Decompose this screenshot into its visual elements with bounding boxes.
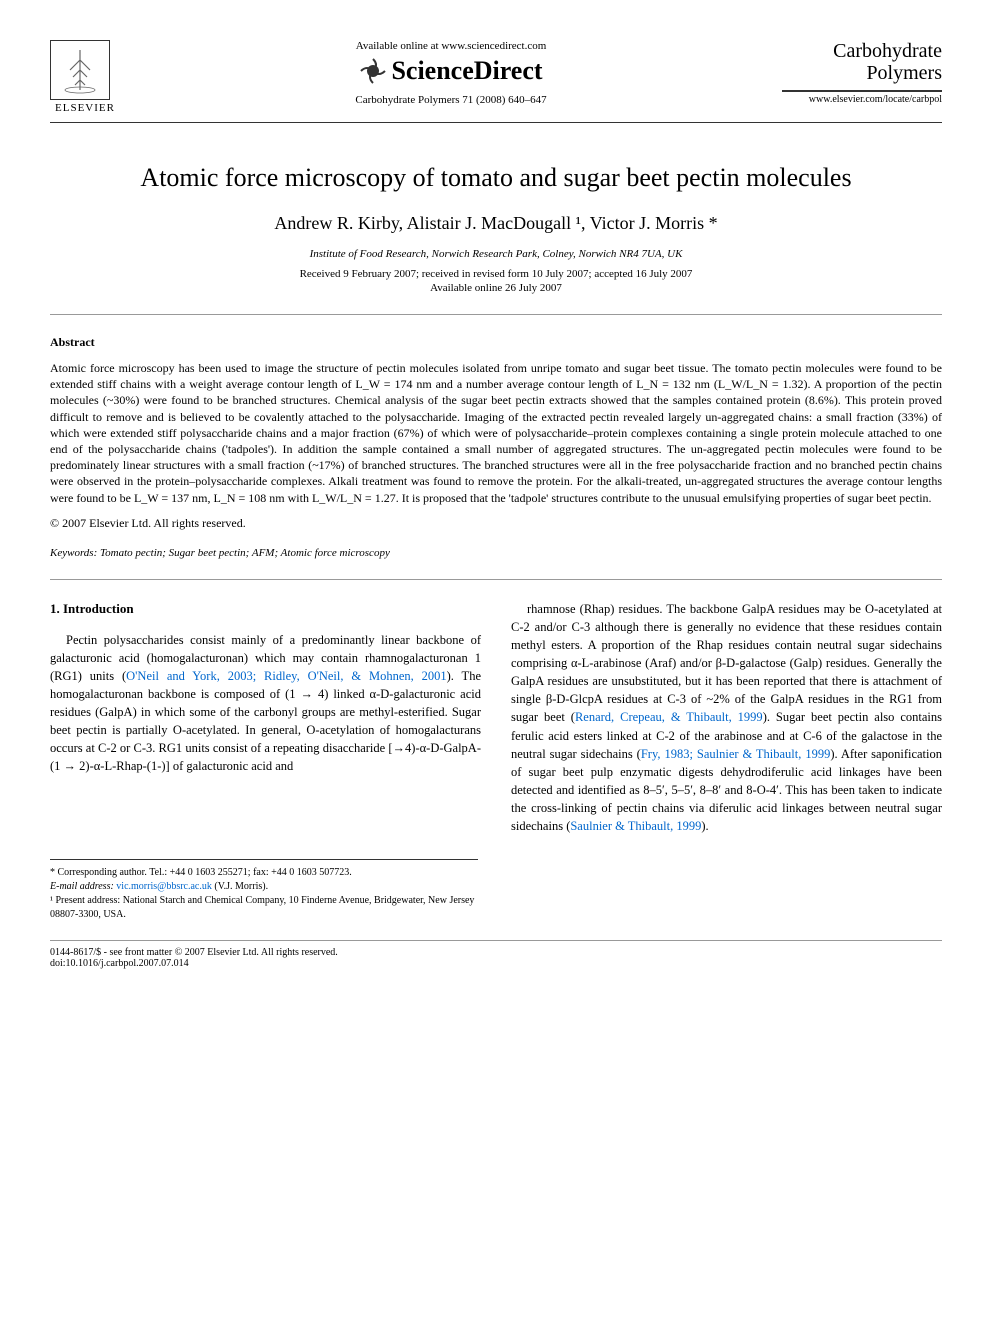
email-label: E-mail address: <box>50 881 116 892</box>
journal-name-line1: Carbohydrate <box>782 40 942 62</box>
footer: 0144-8617/$ - see front matter © 2007 El… <box>50 940 942 969</box>
abstract-top-rule <box>50 314 942 315</box>
available-date: Available online 26 July 2007 <box>50 282 942 294</box>
journal-name-line2: Polymers <box>782 62 942 84</box>
center-header: Available online at www.sciencedirect.co… <box>120 40 782 106</box>
journal-reference: Carbohydrate Polymers 71 (2008) 640–647 <box>120 94 782 106</box>
corresponding-author-note: * Corresponding author. Tel.: +44 0 1603… <box>50 866 478 880</box>
intro-col2-part4: ). <box>701 819 708 833</box>
left-column: 1. Introduction Pectin polysaccharides c… <box>50 600 481 836</box>
sciencedirect-logo: ScienceDirect <box>120 56 782 86</box>
citation-link[interactable]: Fry, 1983; Saulnier & Thibault, 1999 <box>641 747 830 761</box>
sciencedirect-icon <box>359 57 387 85</box>
footnotes: * Corresponding author. Tel.: +44 0 1603… <box>50 859 478 922</box>
sciencedirect-label: ScienceDirect <box>391 56 542 86</box>
email-suffix: (V.J. Morris). <box>212 881 268 892</box>
intro-col2-part1: rhamnose (Rhap) residues. The backbone G… <box>511 602 942 725</box>
header-divider <box>50 122 942 123</box>
abstract-heading: Abstract <box>50 335 942 350</box>
intro-paragraph-col1: Pectin polysaccharides consist mainly of… <box>50 631 481 776</box>
journal-url: www.elsevier.com/locate/carbpol <box>782 94 942 105</box>
abstract-copyright: © 2007 Elsevier Ltd. All rights reserved… <box>50 516 942 531</box>
doi-line: doi:10.1016/j.carbpol.2007.07.014 <box>50 958 942 969</box>
elsevier-tree-icon <box>50 40 110 100</box>
intro-text-part2: ). The homogalacturonan backbone is comp… <box>50 669 481 774</box>
email-line: E-mail address: vic.morris@bbsrc.ac.uk (… <box>50 880 478 894</box>
header: ELSEVIER Available online at www.science… <box>50 40 942 114</box>
journal-branding: Carbohydrate Polymers www.elsevier.com/l… <box>782 40 942 105</box>
citation-link[interactable]: Renard, Crepeau, & Thibault, 1999 <box>575 710 763 724</box>
received-dates: Received 9 February 2007; received in re… <box>50 268 942 280</box>
elsevier-logo: ELSEVIER <box>50 40 120 114</box>
keywords-text: Tomato pectin; Sugar beet pectin; AFM; A… <box>97 547 390 559</box>
article-title: Atomic force microscopy of tomato and su… <box>50 163 942 193</box>
abstract-text: Atomic force microscopy has been used to… <box>50 360 942 506</box>
body-columns: 1. Introduction Pectin polysaccharides c… <box>50 600 942 836</box>
keywords-label: Keywords: <box>50 547 97 559</box>
citation-link[interactable]: O'Neil and York, 2003; Ridley, O'Neil, &… <box>126 669 446 683</box>
journal-logo: Carbohydrate Polymers <box>782 40 942 92</box>
keywords: Keywords: Tomato pectin; Sugar beet pect… <box>50 547 942 559</box>
abstract-bottom-rule <box>50 579 942 580</box>
issn-line: 0144-8617/$ - see front matter © 2007 El… <box>50 947 942 958</box>
right-column: rhamnose (Rhap) residues. The backbone G… <box>511 600 942 836</box>
present-address-note: ¹ Present address: National Starch and C… <box>50 894 478 922</box>
introduction-heading: 1. Introduction <box>50 600 481 619</box>
authors: Andrew R. Kirby, Alistair J. MacDougall … <box>50 213 942 234</box>
affiliation: Institute of Food Research, Norwich Rese… <box>50 248 942 260</box>
elsevier-label: ELSEVIER <box>50 102 120 114</box>
author-email[interactable]: vic.morris@bbsrc.ac.uk <box>116 881 212 892</box>
citation-link[interactable]: Saulnier & Thibault, 1999 <box>570 819 701 833</box>
available-online-text: Available online at www.sciencedirect.co… <box>120 40 782 52</box>
intro-paragraph-col2: rhamnose (Rhap) residues. The backbone G… <box>511 600 942 836</box>
